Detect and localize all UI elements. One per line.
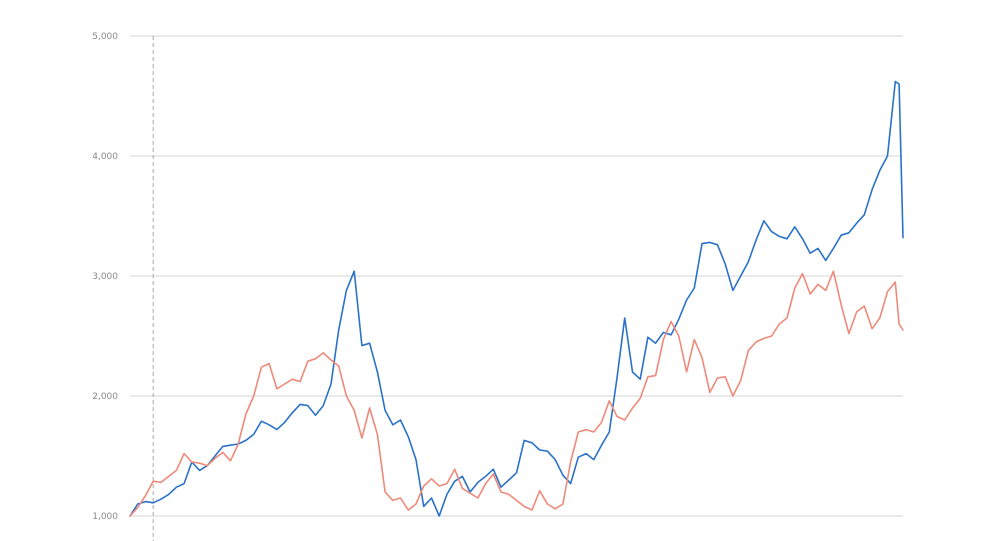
y-tick-label: 3,000 (92, 272, 118, 282)
y-tick-label: 2,000 (92, 392, 118, 402)
series-lines (129, 80, 904, 517)
y-tick-label: 1,000 (92, 512, 118, 522)
y-tick-label: 4,000 (92, 152, 118, 162)
series-line-2 (129, 270, 904, 517)
y-tick-label: 5,000 (92, 32, 118, 42)
gridlines (130, 35, 903, 517)
series-line-1 (129, 80, 904, 517)
y-axis-ticks: 1,000 2,000 3,000 4,000 5,000 (92, 32, 118, 522)
